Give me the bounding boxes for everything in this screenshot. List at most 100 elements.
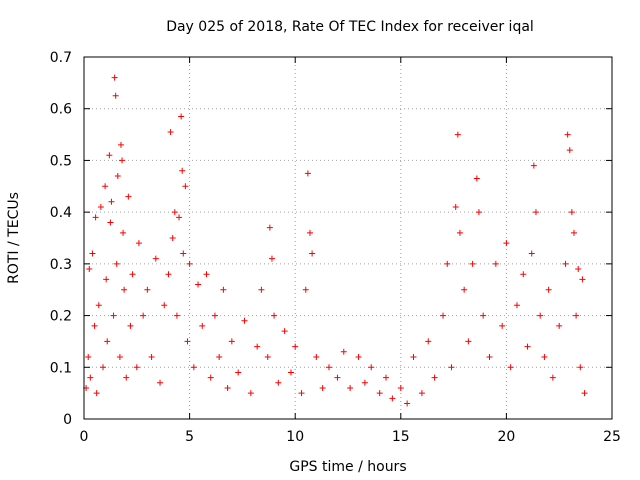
data-point — [541, 353, 548, 360]
data-point — [108, 198, 115, 205]
data-point — [431, 374, 438, 381]
data-point — [207, 374, 214, 381]
data-point — [120, 229, 127, 236]
data-point — [258, 286, 265, 293]
data-point — [178, 113, 185, 120]
data-point — [235, 369, 242, 376]
data-point — [171, 209, 178, 216]
data-point — [104, 338, 111, 345]
data-point — [368, 364, 375, 371]
data-point — [469, 260, 476, 267]
data-point — [91, 322, 98, 329]
data-point — [165, 271, 172, 278]
data-point — [103, 276, 110, 283]
data-point — [182, 183, 189, 190]
data-point — [119, 157, 126, 164]
y-tick-label: 0.6 — [50, 102, 72, 118]
data-point — [87, 374, 94, 381]
data-point — [125, 193, 132, 200]
data-point — [581, 390, 588, 397]
data-point — [524, 343, 531, 350]
data-point — [454, 131, 461, 138]
data-point — [211, 312, 218, 319]
data-point — [532, 209, 539, 216]
data-point — [203, 271, 210, 278]
data-point — [302, 286, 309, 293]
y-axis-label: ROTI / TECUs — [6, 192, 22, 284]
data-point — [184, 338, 191, 345]
data-point — [520, 271, 527, 278]
data-point — [97, 203, 104, 210]
data-point — [275, 379, 282, 386]
data-point — [309, 250, 316, 257]
y-tick-label: 0.7 — [50, 50, 72, 66]
data-point — [383, 374, 390, 381]
data-point — [116, 353, 123, 360]
data-point — [100, 364, 107, 371]
data-point — [190, 364, 197, 371]
data-point — [228, 338, 235, 345]
plot-frame — [83, 56, 613, 420]
data-point — [186, 260, 193, 267]
x-tick-label: 25 — [603, 429, 621, 445]
data-point — [167, 128, 174, 135]
data-point — [465, 338, 472, 345]
data-point — [224, 384, 231, 391]
data-point — [389, 395, 396, 402]
data-point — [503, 240, 510, 247]
data-point — [306, 229, 313, 236]
data-point — [93, 390, 100, 397]
y-tick-label: 0.1 — [50, 360, 72, 376]
data-point — [107, 219, 114, 226]
data-point — [152, 255, 159, 262]
data-point — [287, 369, 294, 376]
data-point — [123, 374, 130, 381]
data-point — [102, 183, 109, 190]
data-points — [83, 74, 588, 407]
data-point — [530, 162, 537, 169]
data-point — [537, 312, 544, 319]
data-point — [361, 379, 368, 386]
y-tick-label: 0.4 — [50, 205, 72, 221]
data-point — [111, 74, 118, 81]
data-point — [140, 312, 147, 319]
data-point — [566, 147, 573, 154]
data-point — [355, 353, 362, 360]
data-point — [575, 266, 582, 273]
data-point — [573, 312, 580, 319]
data-point — [404, 400, 411, 407]
data-point — [241, 317, 248, 324]
data-point — [562, 260, 569, 267]
data-point — [179, 167, 186, 174]
x-tick-label: 0 — [80, 429, 89, 445]
data-point — [340, 348, 347, 355]
data-point — [499, 322, 506, 329]
data-point — [86, 266, 93, 273]
data-point — [281, 328, 288, 335]
x-tick-label: 10 — [286, 429, 304, 445]
data-point — [568, 209, 575, 216]
data-point — [254, 343, 261, 350]
data-point — [89, 250, 96, 257]
x-tick-label: 5 — [185, 429, 194, 445]
data-point — [113, 260, 120, 267]
data-point — [347, 384, 354, 391]
data-point — [169, 235, 176, 241]
data-point — [176, 214, 183, 221]
data-point — [397, 384, 404, 391]
data-point — [180, 250, 187, 257]
data-point — [325, 364, 332, 371]
data-point — [220, 286, 227, 293]
data-point — [144, 286, 151, 293]
data-point — [549, 374, 556, 381]
data-point — [148, 353, 155, 360]
data-point — [216, 353, 223, 360]
data-point — [528, 250, 535, 257]
x-tick-label: 15 — [392, 429, 410, 445]
data-point — [133, 364, 140, 371]
data-point — [157, 379, 164, 386]
data-point — [475, 209, 482, 216]
data-point — [513, 302, 520, 309]
